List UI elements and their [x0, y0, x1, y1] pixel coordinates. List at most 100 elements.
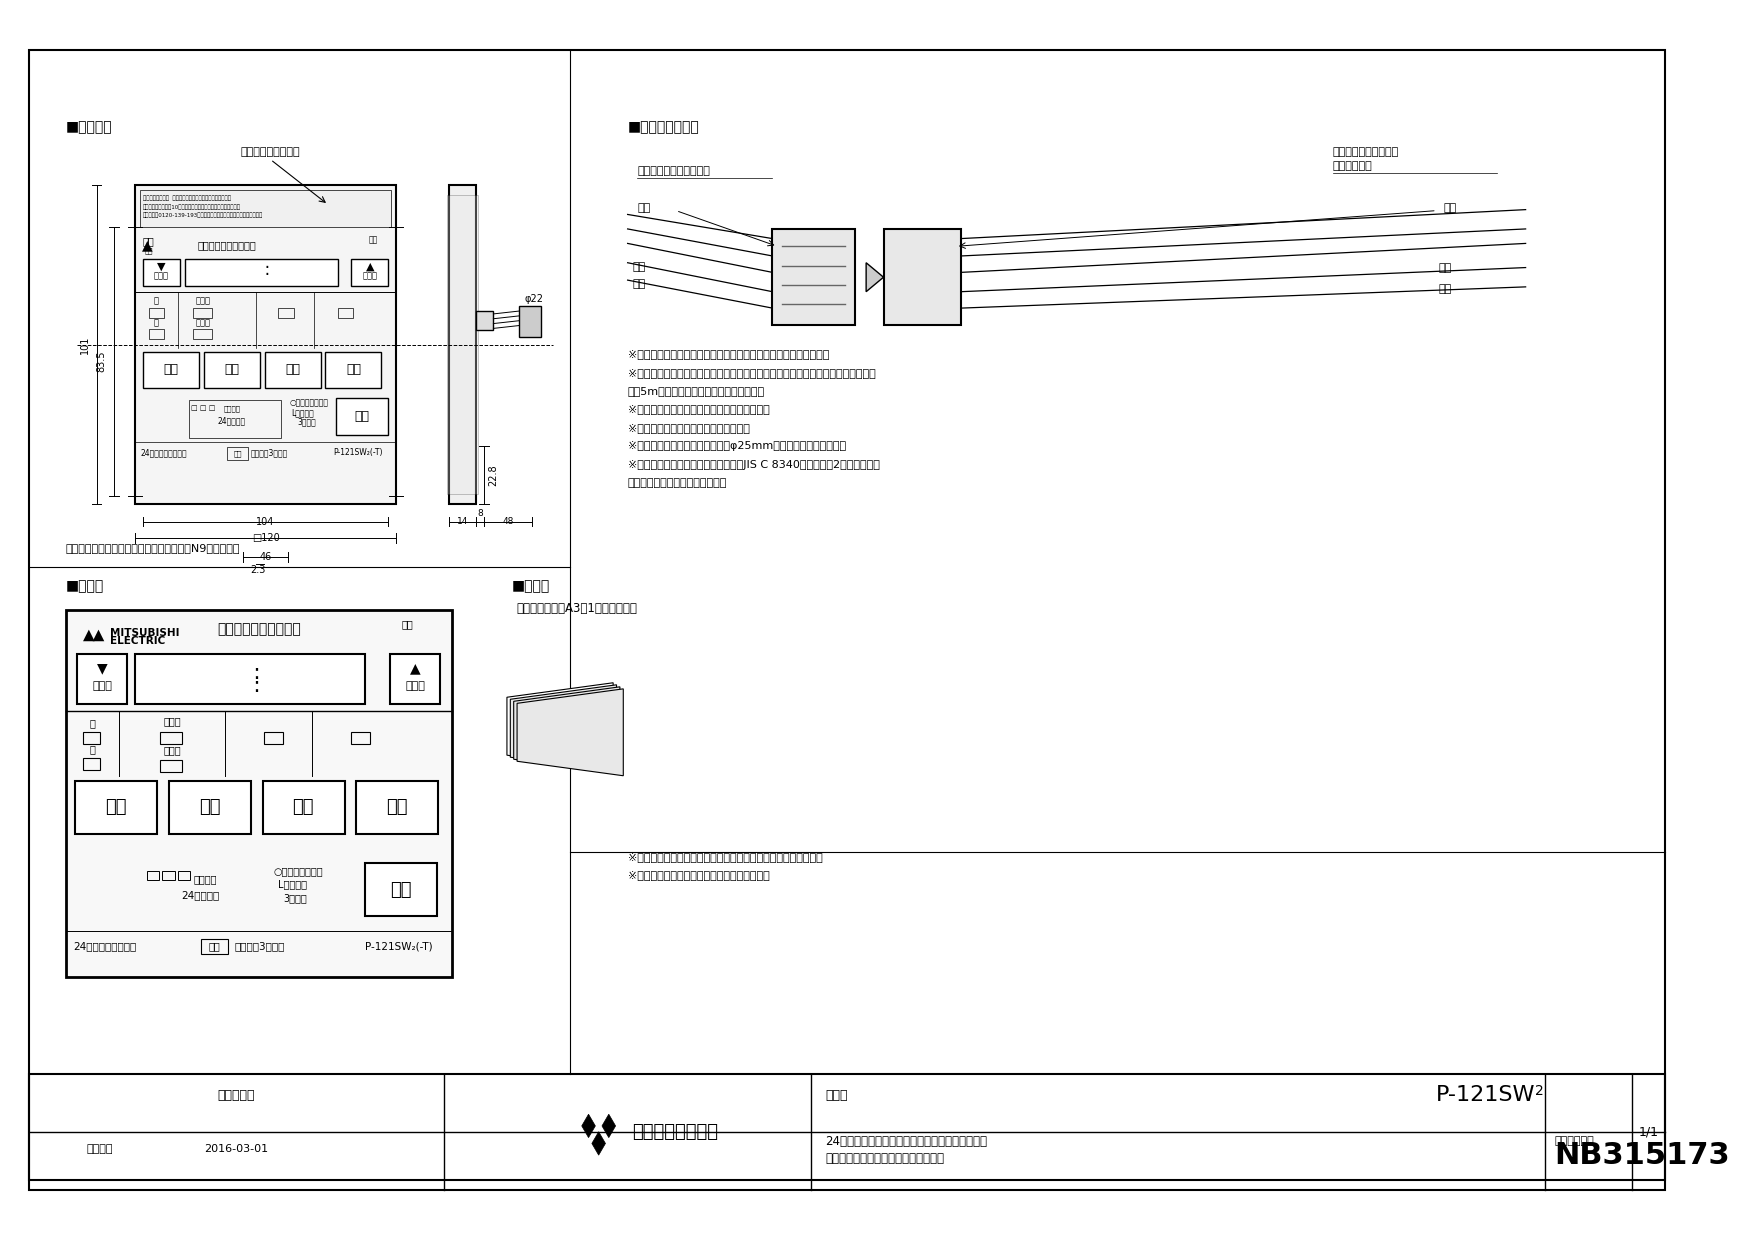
Text: 設計標準使用期間：10年　特定保守製品番号：三菱電機株式会社: 設計標準使用期間：10年 特定保守製品番号：三菱電機株式会社 [142, 203, 240, 210]
Bar [149, 330, 165, 339]
Text: クロ: クロ [633, 279, 645, 289]
Text: すすむ: すすむ [405, 681, 424, 691]
Text: 24時間換気の停止は: 24時間換気の停止は [140, 449, 186, 458]
Bar [140, 190, 391, 227]
Text: 作成日付: 作成日付 [88, 1145, 114, 1154]
Text: 通電: 通電 [402, 619, 414, 629]
Bar [203, 352, 260, 388]
Bar [149, 308, 165, 317]
Text: ▲: ▲ [410, 661, 421, 676]
Bar [351, 732, 370, 744]
Text: アカ: アカ [637, 202, 651, 213]
Text: MITSUBISHI: MITSUBISHI [111, 627, 179, 637]
Bar [356, 781, 438, 835]
Text: もどる: もどる [93, 681, 112, 691]
Text: 換気: 換気 [163, 363, 179, 377]
Text: 暖房: 暖房 [198, 799, 221, 816]
Text: ■外形寸法: ■外形寸法 [65, 120, 112, 135]
Bar [186, 259, 339, 286]
Text: 入浴中: 入浴中 [163, 745, 181, 755]
Text: ▼: ▼ [158, 262, 165, 272]
Text: 形　名: 形 名 [826, 1089, 849, 1101]
Text: シロ: シロ [1438, 263, 1452, 273]
Bar [884, 229, 961, 325]
Text: ※壁に直接据付ける場合は、壁にφ25mmの穴を開けてください。: ※壁に直接据付ける場合は、壁にφ25mmの穴を開けてください。 [628, 441, 845, 451]
Text: 一時停止: 一時停止 [195, 874, 217, 884]
Bar [147, 870, 160, 879]
Bar [168, 781, 251, 835]
Text: 停止: 停止 [209, 941, 221, 951]
Bar [772, 229, 854, 325]
Text: φ22: φ22 [524, 294, 544, 305]
Bar [389, 653, 440, 704]
Text: 48: 48 [502, 517, 514, 526]
Text: 特定保守製品ラベル: 特定保守製品ラベル [240, 146, 300, 156]
Text: 特定保守製品です  販売者等による定期点検受付け必要です: 特定保守製品です 販売者等による定期点検受付け必要です [142, 195, 232, 201]
Text: 入浴前: 入浴前 [163, 717, 181, 727]
Text: ボックスに据付けてください。: ボックスに据付けてください。 [628, 477, 726, 487]
Bar [142, 352, 198, 388]
Text: 101: 101 [81, 336, 89, 353]
Text: 3秒押し: 3秒押し [298, 418, 316, 427]
Bar [82, 732, 100, 744]
Text: 24時間換気の停止は: 24時間換気の停止は [74, 941, 137, 951]
Text: ※浴室の壁には据付けないでください。: ※浴室の壁には据付けないでください。 [628, 423, 749, 433]
Text: 弱: 弱 [89, 744, 96, 754]
Text: 2: 2 [1535, 1084, 1544, 1097]
Text: 強: 強 [154, 296, 160, 306]
Text: 接続コード側: 接続コード側 [1333, 161, 1372, 171]
Bar [226, 448, 247, 460]
Text: 24時間換気機能付バス久燥・暖房・換気システム: 24時間換気機能付バス久燥・暖房・換気システム [826, 1135, 988, 1148]
Text: 22.8: 22.8 [488, 464, 498, 486]
Text: 電話番号：0120-139-193　相談窓口名、連絡先については本紙に記載: 電話番号：0120-139-193 相談窓口名、連絡先については本紙に記載 [142, 212, 263, 218]
Bar [75, 781, 158, 835]
Text: 停止: 停止 [354, 409, 370, 423]
Text: P-121SW: P-121SW [1437, 1085, 1535, 1105]
Text: ※仕様は場合により変妙することがあります。: ※仕様は場合により変妙することがあります。 [628, 870, 770, 880]
Text: タイマー（残り時間）: タイマー（残り時間） [198, 241, 256, 250]
Text: 24時間換気: 24時間換気 [217, 417, 246, 425]
Text: ELECTRIC: ELECTRIC [111, 636, 165, 646]
Text: 46: 46 [260, 552, 272, 562]
Text: クロ: クロ [1438, 284, 1452, 294]
Text: NB315173: NB315173 [1554, 1141, 1729, 1171]
Bar [365, 863, 437, 916]
Text: 乾燥: 乾燥 [293, 799, 314, 816]
Bar [326, 352, 381, 388]
Text: ▼: ▼ [96, 661, 107, 676]
Bar [265, 352, 321, 388]
Polygon shape [510, 684, 616, 771]
Text: コントロールスイッチ（標準タイプ）: コントロールスイッチ（標準タイプ） [826, 1152, 945, 1166]
Text: □120: □120 [251, 533, 279, 543]
Text: Lリセット: Lリセット [279, 879, 307, 889]
Bar [77, 653, 128, 704]
Bar [30, 1074, 1665, 1189]
Text: 涼風: 涼風 [346, 363, 361, 377]
Text: 2.3: 2.3 [251, 564, 265, 575]
Text: P-121SW₂(-T): P-121SW₂(-T) [365, 941, 433, 951]
Polygon shape [93, 630, 103, 641]
Text: □ □ □: □ □ □ [191, 405, 216, 412]
Bar [193, 330, 212, 339]
Bar [161, 870, 175, 879]
Text: Lリセット: Lリセット [291, 408, 314, 417]
Text: P-121SW₂(-T): P-121SW₂(-T) [333, 449, 382, 458]
Text: コントロールスイッチ枠色調：マンセル　N9（近似色）: コントロールスイッチ枠色調：マンセル N9（近似色） [65, 543, 240, 553]
Text: 弱: 弱 [154, 319, 160, 327]
Text: 8: 8 [477, 510, 482, 518]
Text: ▲: ▲ [365, 262, 374, 272]
Bar [449, 186, 475, 505]
Text: 入浴中: 入浴中 [195, 319, 210, 327]
Text: :: : [239, 663, 261, 683]
Text: アカ: アカ [1444, 202, 1458, 213]
Polygon shape [507, 683, 614, 770]
Text: 14: 14 [456, 517, 468, 526]
Text: ○フィルター清掃: ○フィルター清掃 [274, 866, 323, 875]
Bar [146, 868, 261, 921]
Polygon shape [514, 687, 619, 774]
Text: 2016-03-01: 2016-03-01 [205, 1145, 268, 1154]
Text: すすむ: すすむ [363, 272, 377, 280]
Text: コントロールスイッチ側: コントロールスイッチ側 [637, 166, 710, 176]
Bar [189, 399, 281, 439]
Text: 強: 強 [89, 718, 96, 728]
